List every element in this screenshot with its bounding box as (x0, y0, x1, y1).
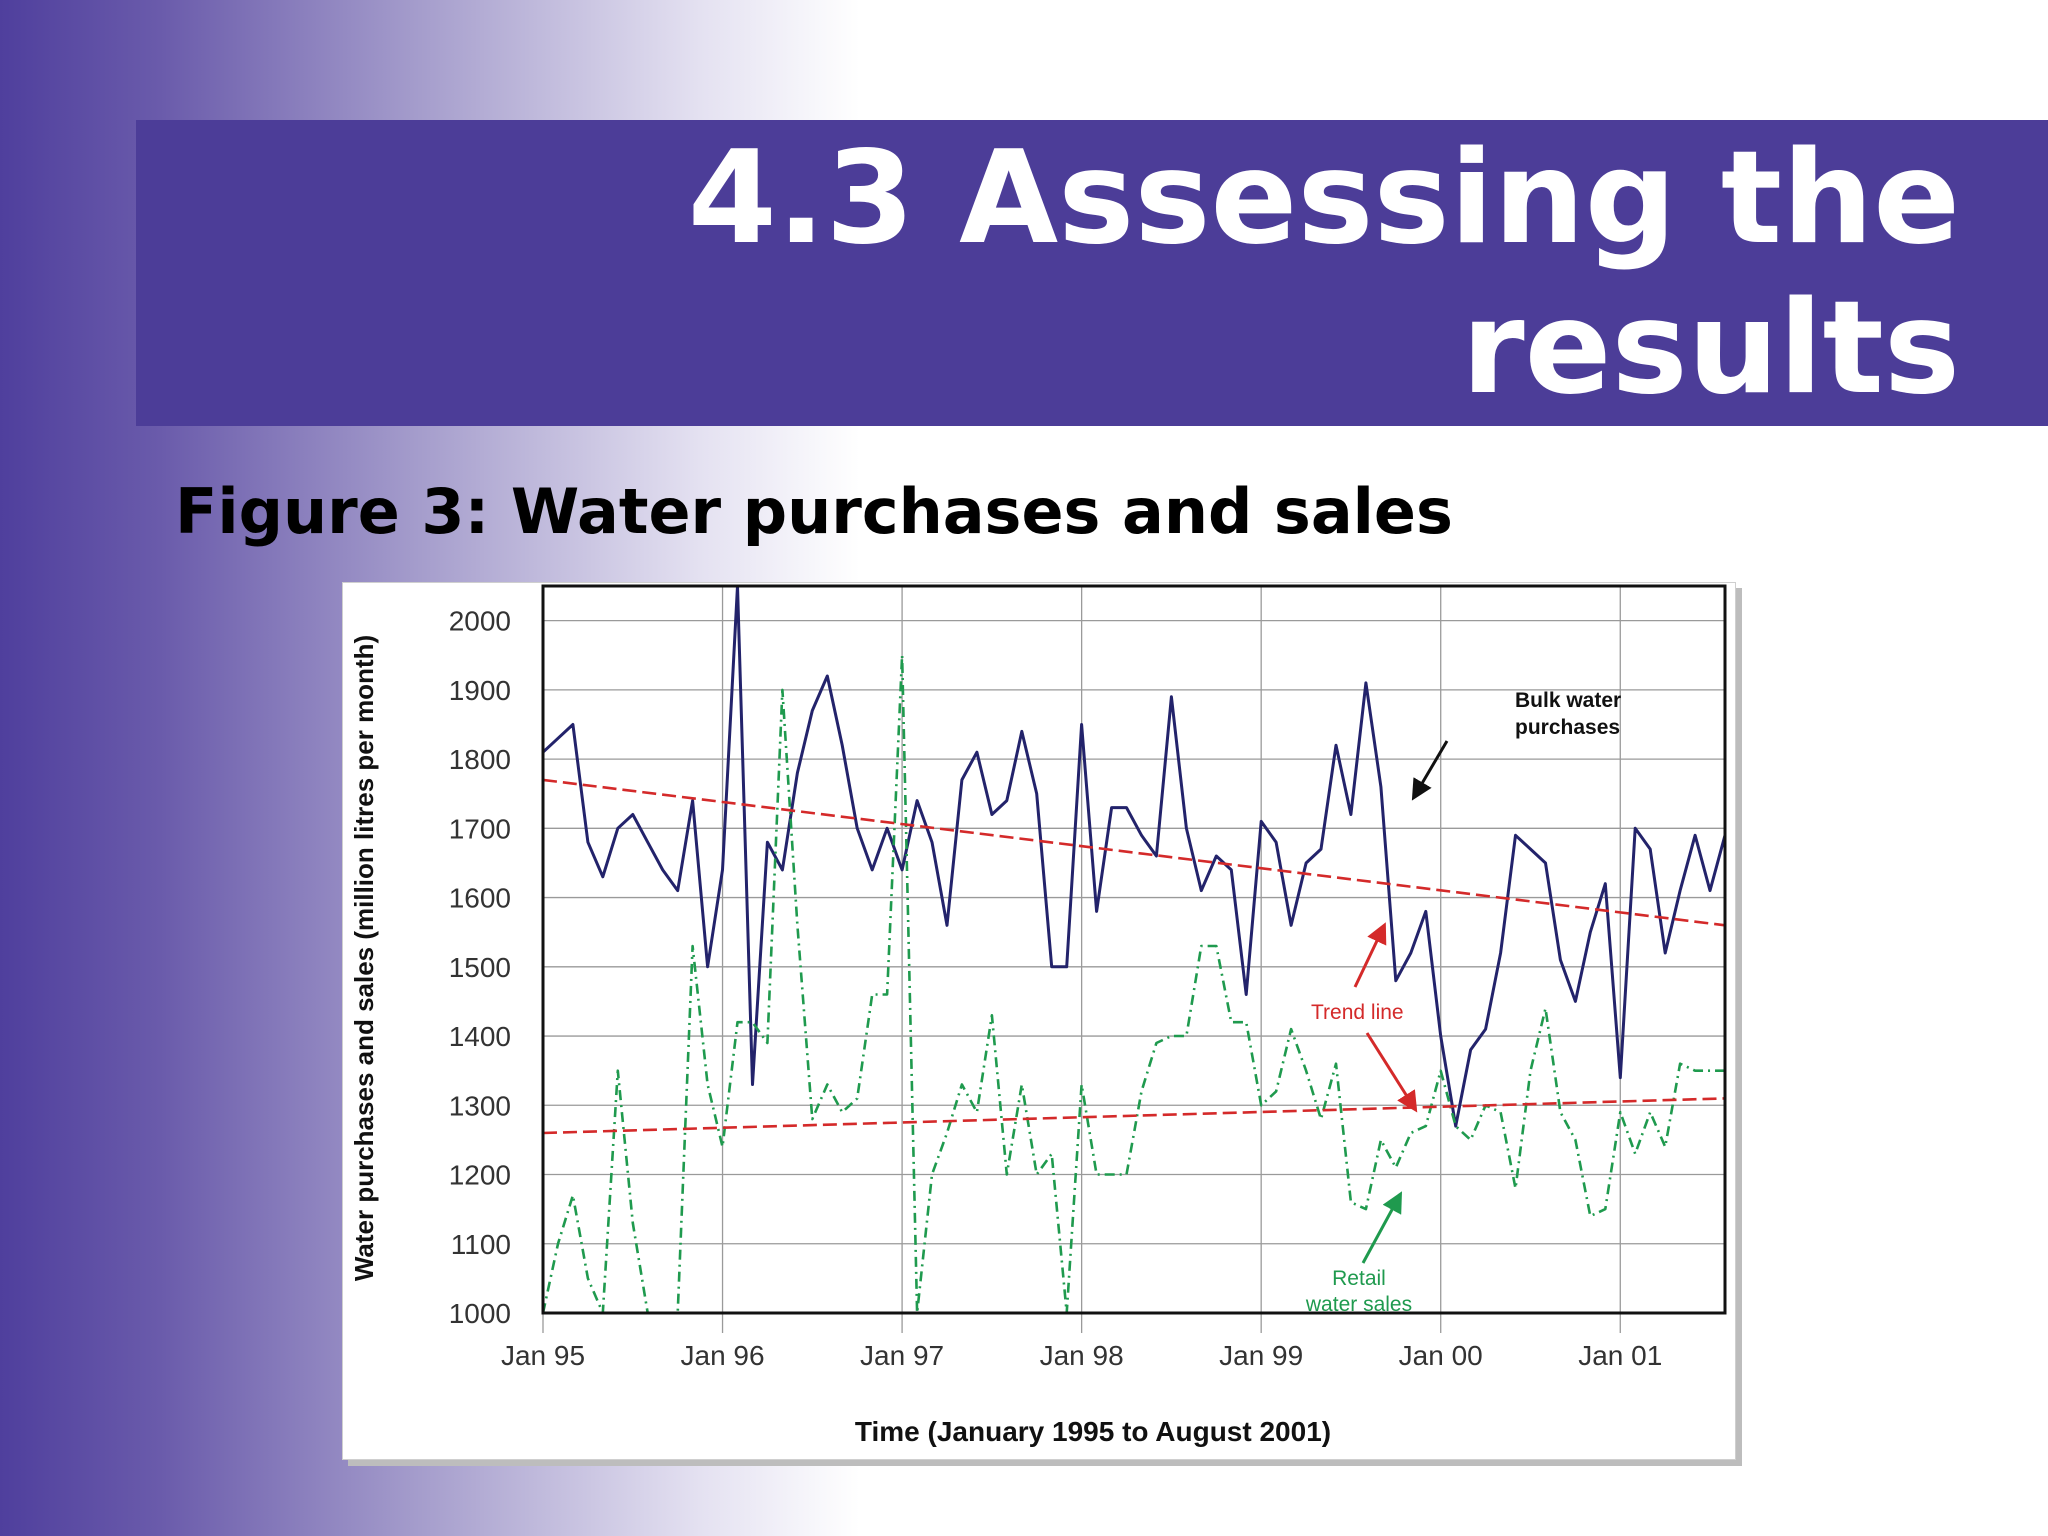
arrow-trend-upper (1353, 922, 1387, 988)
title-band: 4.3 Assessing the results of the plan (136, 120, 2048, 573)
slide-title-line1: 4.3 Assessing the results (687, 124, 1960, 423)
y-tick-label: 1300 (449, 1090, 511, 1121)
arrow-retail (1361, 1191, 1403, 1264)
annotation-retail-line1: Retail (1332, 1267, 1386, 1290)
x-tick-label: Jan 98 (1040, 1340, 1124, 1371)
y-axis-label: Water purchases and sales (million litre… (349, 635, 379, 1281)
chart-annotations: Bulk water purchases Trend line Retail w… (1305, 689, 1621, 1316)
trend-line-3 (542, 1097, 1726, 1135)
x-tick-label: Jan 96 (681, 1340, 765, 1371)
annotation-trend: Trend line (1311, 1001, 1404, 1024)
x-tick-label: Jan 95 (501, 1340, 585, 1371)
y-tick-label: 1700 (449, 813, 511, 844)
series-line-retail (541, 653, 1725, 1315)
chart-container: 2000 1900 1800 1700 1600 1500 1400 1300 1200 1100… (342, 582, 1736, 1460)
y-tick-label: 1200 (449, 1160, 511, 1191)
y-tick-label: 1400 (449, 1021, 511, 1052)
arrow-bulk (1411, 740, 1449, 801)
arrow-trend-lower (1365, 1032, 1418, 1113)
annotation-arrows (1353, 740, 1449, 1264)
x-axis-label: Time (January 1995 to August 2001) (855, 1416, 1331, 1447)
y-tick-label: 1000 (449, 1298, 511, 1329)
plot-frame (541, 584, 1727, 1315)
y-axis-ticks: 2000 1900 1800 1700 1600 1500 1400 1300 1200 1100… (449, 606, 511, 1329)
trend-line-2 (542, 778, 1726, 927)
y-tick-label: 1100 (451, 1229, 511, 1260)
y-tick-label: 2000 (449, 606, 511, 637)
slide-title-line2: of the plan (1175, 424, 1960, 573)
annotation-bulk-line2: purchases (1515, 716, 1620, 739)
line-chart: 2000 1900 1800 1700 1600 1500 1400 1300 1200 1100… (349, 584, 1727, 1447)
x-tick-label: Jan 00 (1399, 1340, 1483, 1371)
y-tick-label: 1800 (449, 744, 511, 775)
series-line-bulk (541, 584, 1727, 1128)
annotation-retail-line2: water sales (1305, 1293, 1412, 1316)
y-tick-label: 1900 (449, 675, 511, 706)
x-tick-label: Jan 01 (1578, 1340, 1662, 1371)
y-tick-label: 1500 (449, 952, 511, 983)
annotation-bulk-line1: Bulk water (1515, 689, 1621, 712)
figure-heading: Figure 3: Water purchases and sales (175, 475, 1453, 548)
x-tick-label: Jan 99 (1219, 1340, 1303, 1371)
x-axis-ticks: Jan 95 Jan 96 Jan 97 Jan 98 Jan 99 Jan 00 Jan … (501, 1340, 1662, 1371)
x-tick-label: Jan 97 (860, 1340, 944, 1371)
chart-series (541, 584, 1727, 1315)
y-tick-label: 1600 (449, 883, 511, 914)
slide-title: 4.3 Assessing the results of the plan (160, 120, 1960, 574)
